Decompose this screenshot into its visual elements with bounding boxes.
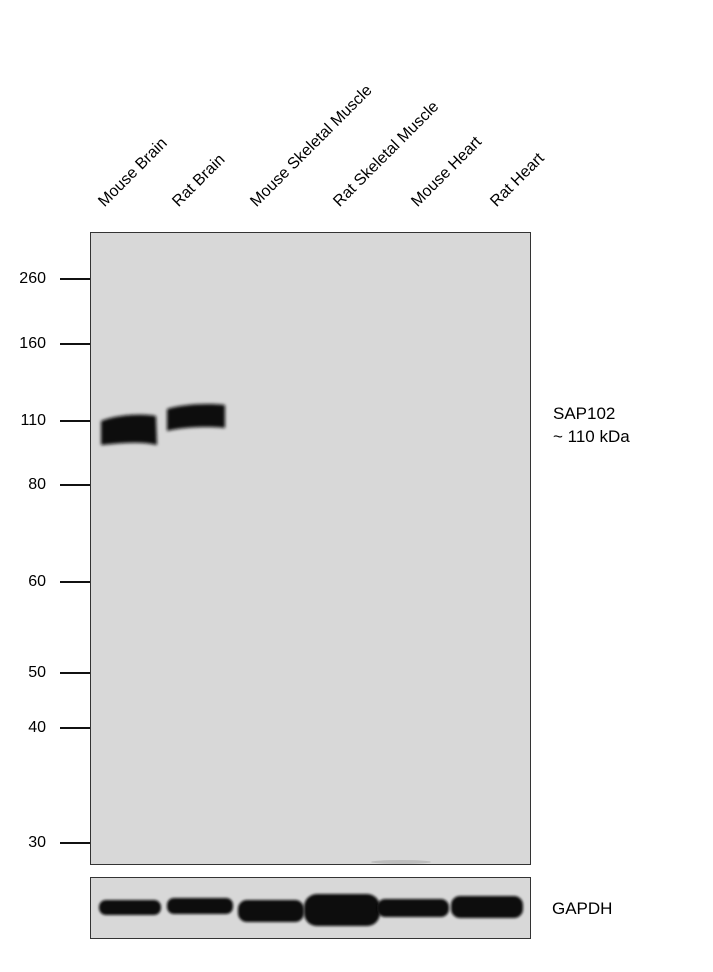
lane-label-mouse-heart: Mouse Heart <box>408 133 486 211</box>
marker-tick-160 <box>60 343 90 345</box>
marker-label-60: 60 <box>28 573 46 590</box>
marker-label-110: 110 <box>20 412 46 429</box>
lane-label-rat-brain: Rat Brain <box>169 151 229 211</box>
main-blot-panel <box>90 232 531 865</box>
marker-tick-30 <box>60 842 90 844</box>
lane-label-rat-heart: Rat Heart <box>487 149 548 211</box>
band-mouse-brain-sap102 <box>101 414 157 445</box>
band-gapdh-mouse-heart <box>377 899 449 917</box>
marker-label-50: 50 <box>28 664 46 681</box>
band-gapdh-mouse-skeletal-muscle <box>238 900 304 922</box>
gapdh-blot-panel <box>90 877 531 939</box>
main-blot-bands <box>101 404 431 864</box>
marker-label-80: 80 <box>28 476 46 493</box>
marker-tick-260 <box>60 278 90 280</box>
gapdh-blot-bands <box>99 894 523 926</box>
lane-label-mouse-brain: Mouse Brain <box>95 134 171 211</box>
band-rat-brain-sap102 <box>167 404 225 431</box>
band-gapdh-rat-heart <box>451 896 523 918</box>
faint-smudge <box>371 860 431 864</box>
target-name-label: SAP102 <box>553 404 616 423</box>
band-gapdh-mouse-brain <box>99 900 161 915</box>
marker-label-160: 160 <box>19 335 46 352</box>
marker-tick-110 <box>60 420 90 422</box>
band-gapdh-rat-brain <box>167 898 233 914</box>
marker-tick-60 <box>60 581 90 583</box>
band-gapdh-rat-skeletal-muscle <box>304 894 380 926</box>
marker-tick-50 <box>60 672 90 674</box>
marker-label-30: 30 <box>28 834 46 851</box>
marker-label-260: 260 <box>19 270 46 287</box>
marker-label-40: 40 <box>28 719 46 736</box>
target-size-label: ~ 110 kDa <box>553 427 630 446</box>
marker-tick-80 <box>60 484 90 486</box>
gapdh-label: GAPDH <box>552 899 613 918</box>
marker-tick-40 <box>60 727 90 729</box>
